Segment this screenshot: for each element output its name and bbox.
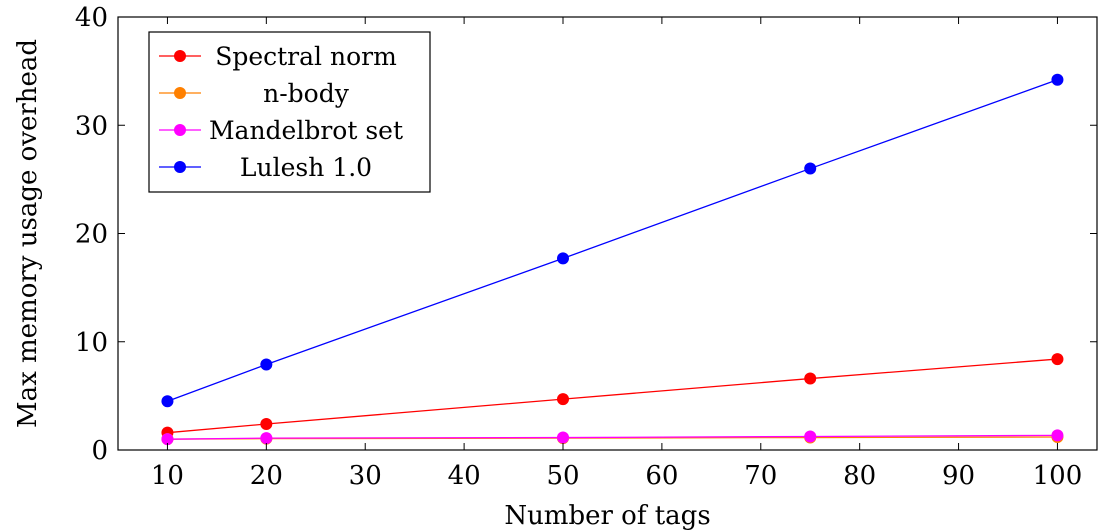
plot-area [161,73,1064,446]
data-point [804,430,817,443]
x-tick-label: 90 [942,461,975,491]
legend: Spectral norm n-body Mandelbrot set Lulesh … [148,31,431,193]
data-point [260,418,273,431]
data-point [804,162,817,175]
y-tick-label: 0 [91,436,108,466]
data-point [260,432,273,445]
data-point [804,372,817,385]
legend-entry: n-body [159,79,350,108]
y-tick-label: 20 [75,220,108,250]
legend-label: Spectral norm [215,42,397,71]
legend-marker [174,161,186,173]
data-point [161,395,174,408]
x-tick-label: 50 [546,461,579,491]
y-tick-label: 30 [75,111,108,141]
data-point [557,393,569,406]
x-axis-title: Number of tags [504,501,710,531]
x-tick-label: 80 [843,461,876,491]
data-point [557,252,569,265]
x-tick-label: 100 [1033,461,1083,491]
x-tick-label: 40 [448,461,481,491]
y-tick-label: 40 [75,3,108,33]
legend-marker [174,50,186,62]
x-tick-label: 30 [349,461,382,491]
axis-ticks: 10 20 30 40 50 60 70 80 90 100 0 10 20 30 40 [75,3,1097,491]
legend-entry: Mandelbrot set [159,116,403,145]
series-3 [161,73,1064,408]
data-point [1051,429,1064,442]
data-point [161,433,174,446]
data-point [260,358,273,371]
series-2 [161,429,1064,446]
data-point [557,431,569,444]
legend-marker [174,87,186,99]
x-tick-label: 20 [250,461,283,491]
legend-marker [174,124,186,136]
x-tick-label: 60 [645,461,678,491]
x-tick-label: 10 [151,461,184,491]
legend-entry: Lulesh 1.0 [159,153,372,182]
series-0 [161,353,1064,439]
x-tick-label: 70 [744,461,777,491]
legend-label: Lulesh 1.0 [240,153,372,182]
legend-box [148,31,431,193]
data-point [1051,73,1064,86]
legend-entry: Spectral norm [159,42,397,71]
series-line [167,358,1058,434]
y-axis-title: Max memory usage overhead [13,39,43,428]
legend-label: Mandelbrot set [209,116,403,145]
data-point [1051,353,1064,366]
legend-label: n-body [263,79,350,108]
y-tick-label: 10 [75,328,108,358]
